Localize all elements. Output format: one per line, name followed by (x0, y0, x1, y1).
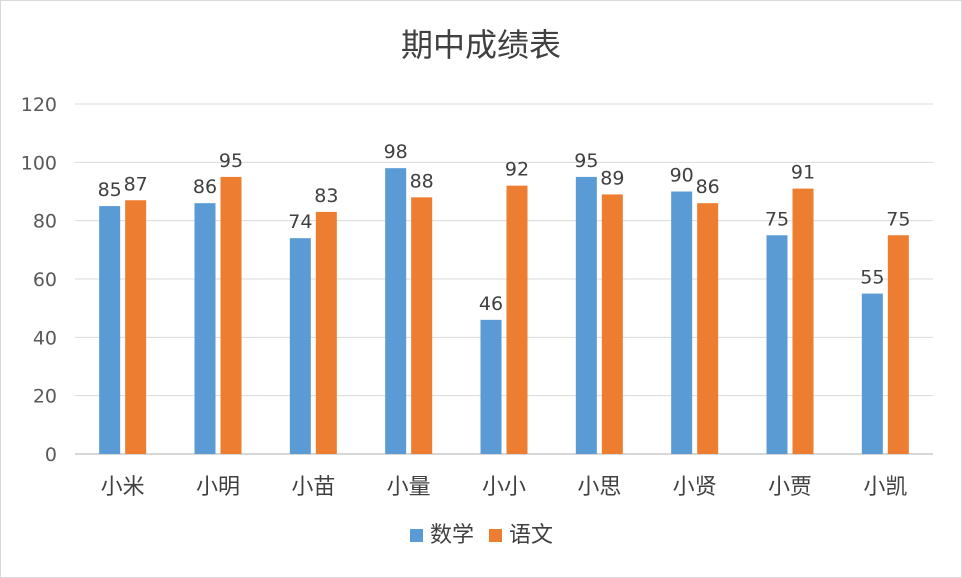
y-tick-label: 80 (33, 211, 57, 233)
data-label: 55 (860, 267, 884, 289)
y-tick-label: 60 (33, 269, 57, 291)
data-label: 98 (384, 141, 408, 163)
bar-series1 (671, 191, 693, 454)
bar-series1 (766, 235, 788, 454)
legend-swatch (410, 529, 423, 542)
legend-label: 语文 (509, 523, 553, 548)
category-label: 小贤 (673, 475, 717, 500)
category-label: 小凯 (863, 475, 907, 500)
bar-series2 (315, 211, 337, 454)
bar-series1 (385, 168, 407, 454)
data-label: 92 (505, 159, 529, 181)
data-label: 83 (314, 185, 338, 207)
data-label: 86 (193, 176, 217, 198)
data-label: 91 (791, 162, 815, 184)
y-axis-ticks: 0 20 40 60 80 100 120 (21, 94, 57, 466)
category-label: 小量 (387, 475, 431, 500)
data-label: 74 (288, 211, 312, 233)
bar-series1 (480, 319, 502, 454)
bar-series2 (792, 188, 814, 455)
data-label: 87 (124, 173, 148, 195)
category-label: 小小 (482, 475, 526, 500)
data-label: 75 (765, 208, 789, 230)
data-label: 75 (886, 208, 910, 230)
bars (99, 168, 909, 455)
bar-series1 (194, 203, 216, 454)
bar-series2 (887, 235, 909, 454)
y-tick-label: 0 (45, 444, 57, 466)
legend: 数学 语文 (410, 523, 553, 548)
bar-series2 (601, 194, 623, 454)
bar-series2 (220, 176, 242, 454)
legend-label: 数学 (430, 523, 474, 548)
data-label: 95 (219, 150, 243, 172)
bar-series2 (506, 185, 528, 454)
bar-series1 (99, 206, 121, 454)
data-label: 90 (670, 165, 694, 187)
bar-series1 (289, 238, 311, 454)
data-label: 88 (410, 170, 434, 192)
category-label: 小思 (577, 475, 621, 500)
legend-swatch (489, 529, 502, 542)
chart-title: 期中成绩表 (401, 26, 561, 64)
bar-series2 (125, 200, 147, 454)
category-label: 小贾 (768, 475, 812, 500)
category-label: 小米 (101, 475, 145, 500)
y-tick-label: 100 (21, 152, 57, 174)
category-label: 小苗 (291, 475, 335, 500)
bar-series1 (861, 293, 883, 454)
data-label: 89 (600, 167, 624, 189)
y-tick-label: 120 (21, 94, 57, 116)
bar-series1 (575, 176, 597, 454)
y-tick-label: 40 (33, 327, 57, 349)
bar-series2 (697, 203, 719, 454)
data-label: 46 (479, 293, 503, 315)
y-tick-label: 20 (33, 386, 57, 408)
data-label: 86 (696, 176, 720, 198)
data-label: 85 (98, 179, 122, 201)
data-label: 95 (574, 150, 598, 172)
gridlines (75, 103, 933, 455)
bar-series2 (411, 197, 433, 455)
category-label: 小明 (196, 475, 240, 500)
x-axis-categories: 小米 小明 小苗 小量 小小 小思 小贤 小贾 小凯 (101, 475, 908, 500)
